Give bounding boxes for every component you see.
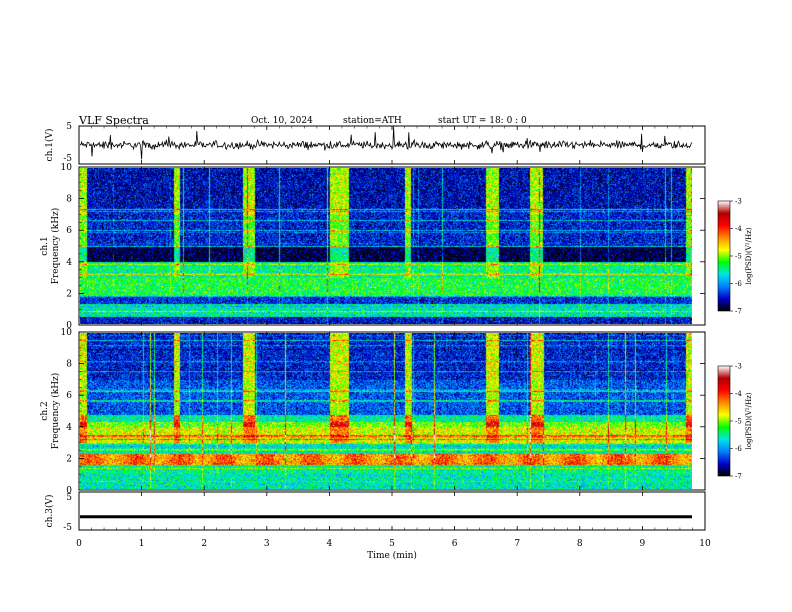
- ch2-spectrogram-ylabel-2: Frequency (kHz): [50, 373, 61, 450]
- x-tick-label: 0: [76, 539, 82, 549]
- ch3-waveform-panel: 5 -5 ch.3(V): [44, 491, 706, 533]
- colorbar-tick-label: -4: [735, 225, 742, 233]
- colorbar-tick-label: -6: [735, 445, 742, 453]
- spectrogram-ytick-label: 10: [61, 328, 73, 338]
- ch3-ytick-bottom: -5: [63, 523, 72, 533]
- ch2-colorbar-bar: [717, 365, 731, 477]
- colorbar-tick-label: -5: [735, 253, 742, 261]
- ch1-waveform-panel: 5 -5 ch.1(V): [44, 122, 706, 165]
- x-tick-label: 3: [264, 539, 270, 549]
- ch2-spectrogram-yticks: 0 2 4 6 8 10: [61, 328, 705, 496]
- x-tick-label: 2: [201, 539, 207, 549]
- x-axis-label: Time (min): [367, 550, 417, 561]
- colorbar-tick-label: -5: [735, 418, 742, 426]
- ch1-ytick-top: 5: [66, 122, 72, 132]
- colorbar-tick-label: -4: [735, 390, 742, 398]
- ch3-waveform-frame: [78, 491, 706, 531]
- spectrogram-ytick-label: 6: [66, 391, 72, 401]
- figure-title: VLF Spectra: [78, 114, 149, 127]
- spectrogram-ytick-label: 2: [66, 289, 72, 299]
- x-tick-label: 8: [577, 539, 583, 549]
- ch2-colorbar-label: log(PSD)(V²/Hz): [745, 392, 753, 449]
- date-label: Oct. 10, 2024: [251, 116, 313, 126]
- ch2-spectrogram-ylabel-1: ch.2: [40, 401, 50, 420]
- ch1-spectrogram-ylabel-1: ch.1: [40, 236, 50, 255]
- ch2-colorbar: -3 -4 -5 -6 -7 log(PSD)(V²/Hz): [717, 363, 753, 481]
- ch1-spectrogram-ylabel-2: Frequency (kHz): [50, 208, 61, 285]
- spectrogram-ytick-label: 4: [66, 258, 72, 268]
- colorbar-tick-label: -3: [735, 198, 742, 206]
- ch2-spectrogram-panel: 0 2 4 6 8 10 ch.2 Frequency (kHz): [40, 328, 706, 496]
- start-time-label: start UT = 18: 0 : 0: [438, 116, 527, 126]
- ch1-ytick-bottom: -5: [63, 154, 72, 164]
- ch1-colorbar: -3 -4 -5 -6 -7 log(PSD)(V²/Hz): [717, 198, 753, 316]
- spectrogram-ytick-label: 8: [66, 360, 72, 370]
- ch1-waveform-trace: [79, 126, 693, 160]
- ch1-colorbar-label: log(PSD)(V²/Hz): [745, 227, 753, 284]
- x-tick-label: 5: [389, 539, 395, 549]
- x-tick-label: 6: [452, 539, 458, 549]
- ch1-spectrogram-image: [80, 168, 692, 324]
- ch1-colorbar-bar: [717, 200, 731, 312]
- spectrogram-ytick-label: 2: [66, 454, 72, 464]
- ch1-waveform-ylabel: ch.1(V): [44, 129, 55, 162]
- station-label: station=ATH: [343, 116, 402, 126]
- x-tick-label: 9: [640, 539, 646, 549]
- ch1-spectrogram-panel: 0 2 4 6 8 10 ch.1 Frequency (kHz): [40, 163, 706, 331]
- ch3-ytick-top: 5: [66, 493, 72, 503]
- colorbar-tick-label: -6: [735, 280, 742, 288]
- colorbar-tick-label: -3: [735, 363, 742, 371]
- spectrogram-ytick-label: 0: [66, 486, 72, 496]
- x-tick-label: 7: [514, 539, 520, 549]
- spectrogram-ytick-label: 10: [61, 163, 73, 173]
- colorbar-tick-label: -7: [735, 473, 742, 481]
- x-tick-label: 4: [327, 539, 333, 549]
- colorbar-tick-label: -7: [735, 308, 742, 316]
- ch1-spectrogram-yticks: 0 2 4 6 8 10: [61, 163, 705, 331]
- x-tick-label: 10: [699, 539, 711, 549]
- x-axis-ticks: [78, 126, 706, 530]
- x-tick-label: 1: [139, 539, 145, 549]
- ch1-waveform-frame: [78, 125, 706, 165]
- x-axis-tick-labels: 0 1 2 3 4 5 6 7 8 9 10: [76, 539, 711, 549]
- spectrogram-ytick-label: 6: [66, 226, 72, 236]
- ch3-waveform-ylabel: ch.3(V): [44, 495, 55, 528]
- spectrogram-ytick-label: 4: [66, 423, 72, 433]
- ch2-spectrogram-image: [80, 333, 692, 489]
- ch2-colorbar-ticks: -3 -4 -5 -6 -7: [730, 363, 742, 481]
- spectrogram-ytick-label: 0: [66, 321, 72, 331]
- ch1-colorbar-ticks: -3 -4 -5 -6 -7: [730, 198, 742, 316]
- spectrogram-ytick-label: 8: [66, 195, 72, 205]
